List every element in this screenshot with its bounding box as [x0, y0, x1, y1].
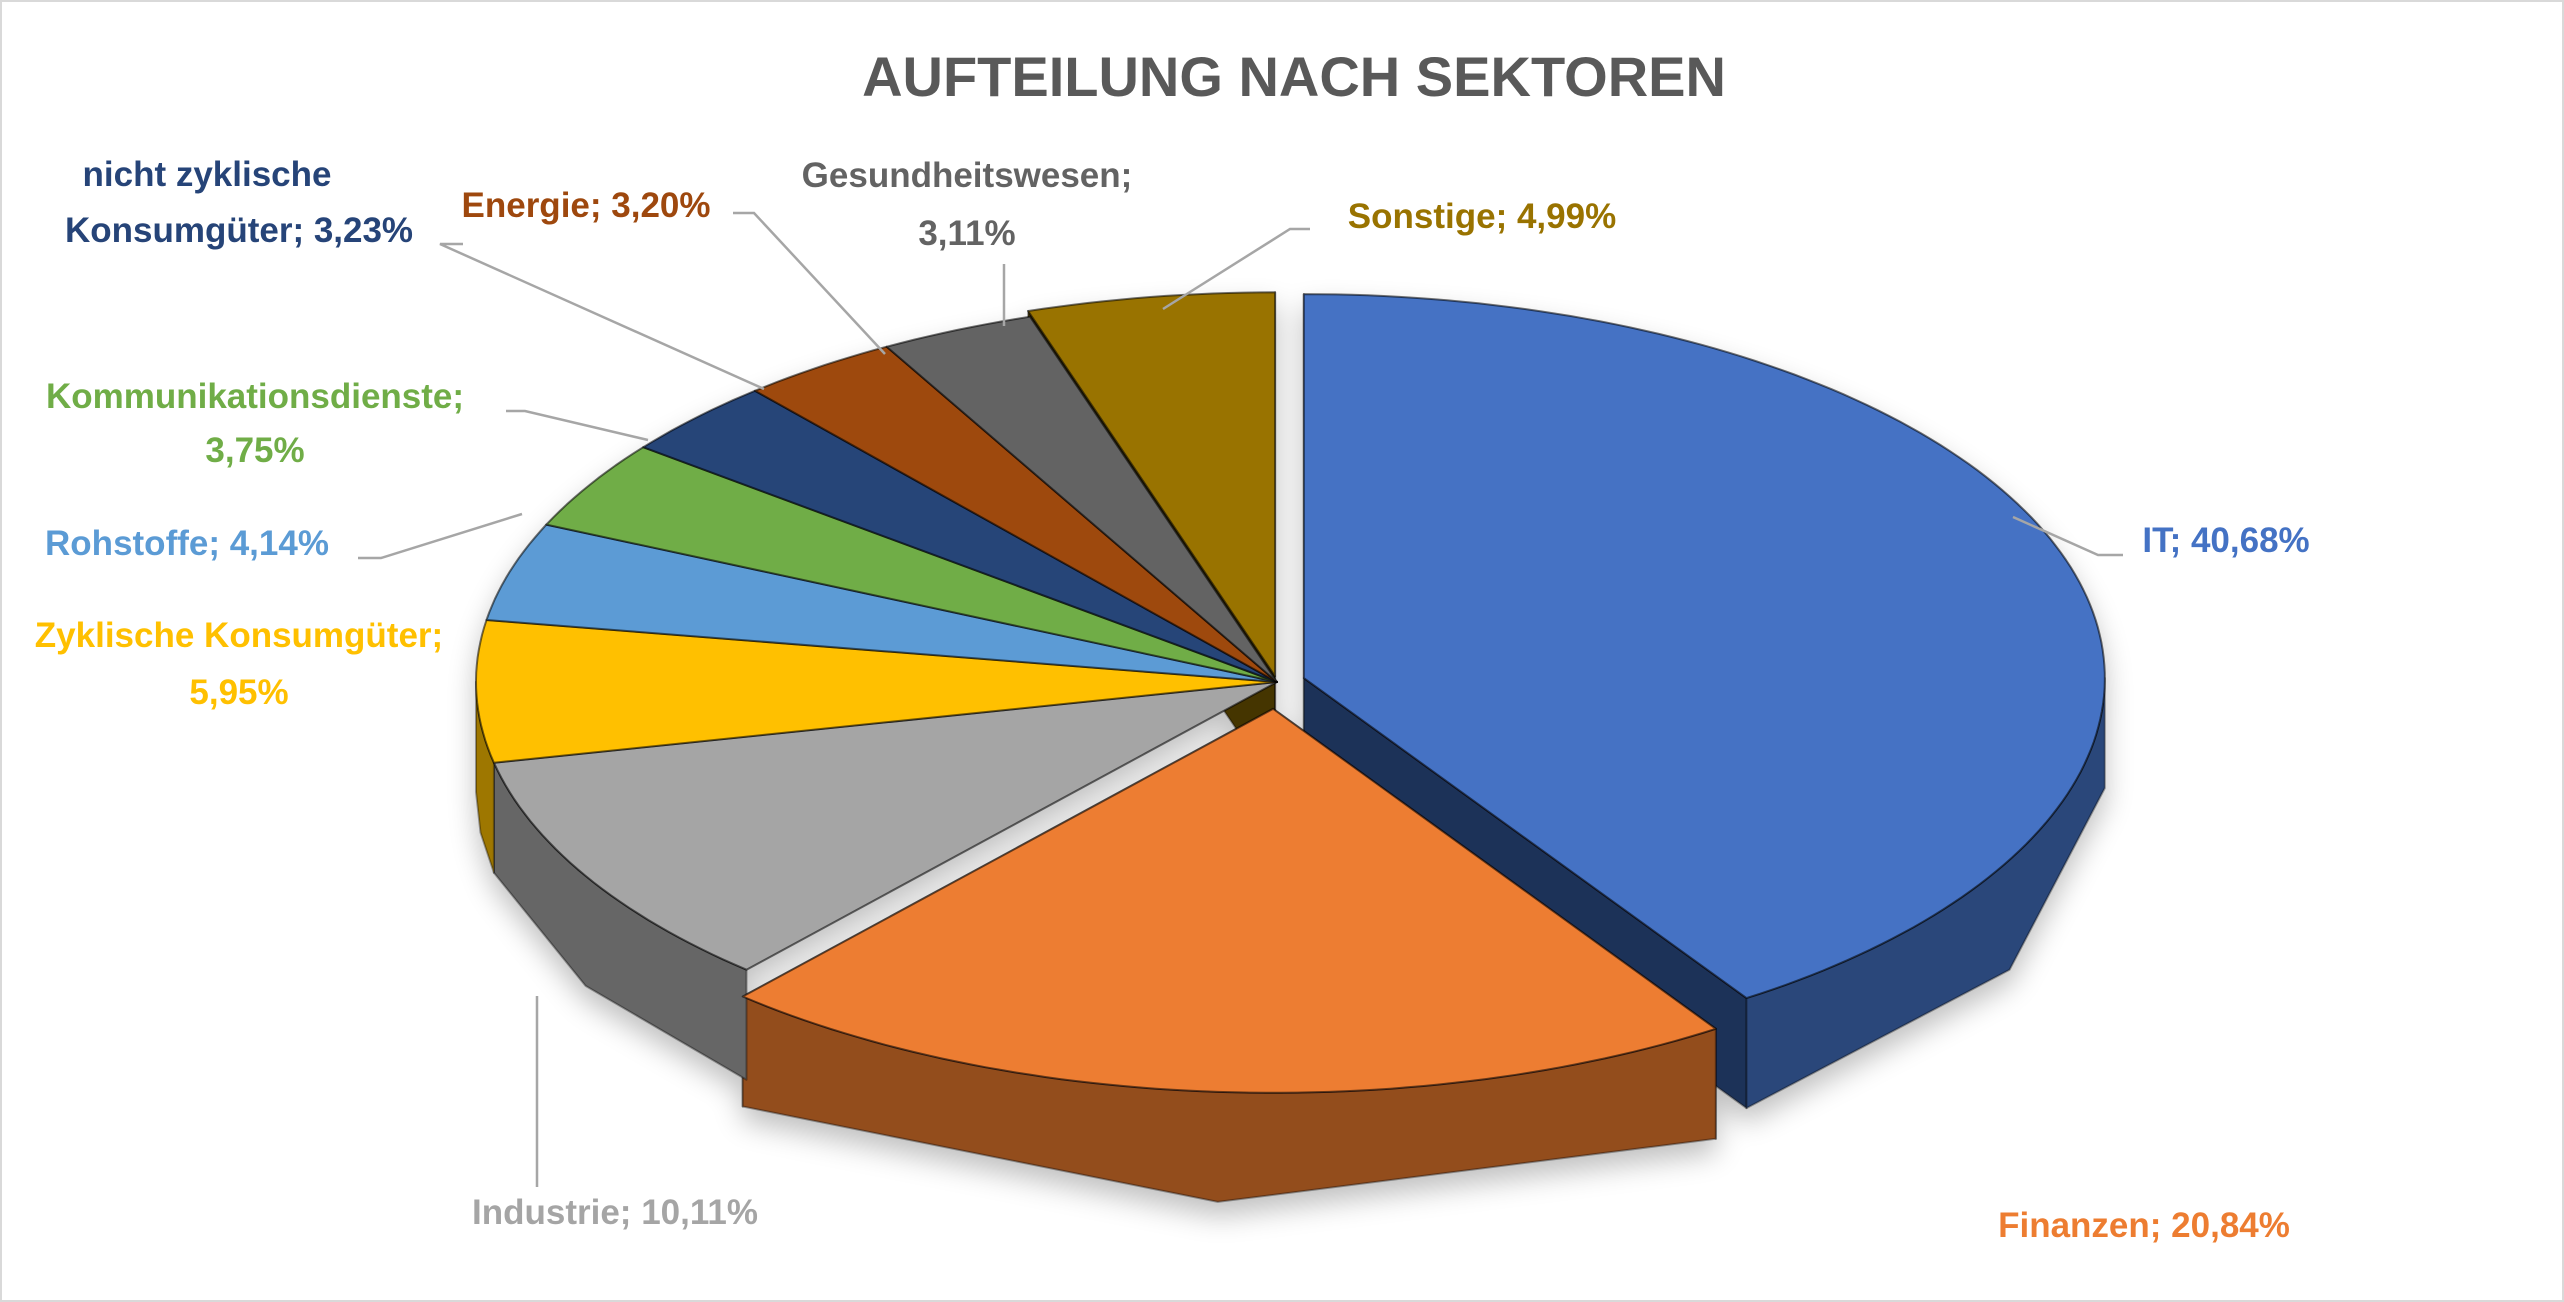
slice-kommunikationsdienste — [545, 446, 1278, 683]
slice-zyklische-konsumgueter — [475, 619, 1278, 764]
pie-slices — [475, 291, 2106, 1203]
slice-rohstoffe — [485, 523, 1278, 683]
slice-sonstige — [1027, 291, 1277, 678]
slice-it — [1302, 293, 2106, 1000]
leader-line-energie — [733, 211, 886, 355]
data-label-kommunikation-line2: 3,75% — [205, 431, 304, 470]
data-label-nicht-zyklische-line1: nicht zyklische — [83, 155, 332, 194]
data-label-finanzen: Finanzen; 20,84% — [1998, 1206, 2290, 1245]
data-label-rohstoffe: Rohstoffe; 4,14% — [45, 524, 329, 563]
data-label-gesundheitswesen-line2: 3,11% — [918, 214, 1015, 253]
data-label-gesundheitswesen-line1: Gesundheitswesen; — [802, 156, 1133, 195]
data-label-zyklische-line1: Zyklische Konsumgüter; — [35, 616, 443, 655]
data-label-it: IT; 40,68% — [2142, 521, 2309, 560]
data-label-kommunikation-line1: Kommunikationsdienste; — [46, 377, 464, 416]
leader-line-it — [2012, 515, 2123, 557]
slice-gesundheitswesen — [885, 315, 1278, 683]
data-label-industrie: Industrie; 10,11% — [472, 1193, 758, 1232]
slice-industrie — [492, 681, 1278, 971]
leader-line-sonstige — [1162, 227, 1310, 311]
data-label-zyklische-line2: 5,95% — [189, 673, 288, 712]
leader-line-rohstoffe — [358, 512, 523, 560]
leader-line-nicht-zyklische — [439, 242, 765, 391]
slice-nicht-zyklische-konsumgueter — [642, 389, 1278, 683]
data-label-energie: Energie; 3,20% — [462, 186, 711, 225]
leader-line-kommunikation — [506, 409, 649, 442]
data-label-nicht-zyklische-line2: Konsumgüter; 3,23% — [65, 211, 413, 250]
data-label-sonstige: Sonstige; 4,99% — [1348, 197, 1616, 236]
chart-title: AUFTEILUNG NACH SEKTOREN — [862, 45, 1726, 108]
slice-energie — [753, 345, 1278, 683]
slice-finanzen — [741, 707, 1717, 1094]
